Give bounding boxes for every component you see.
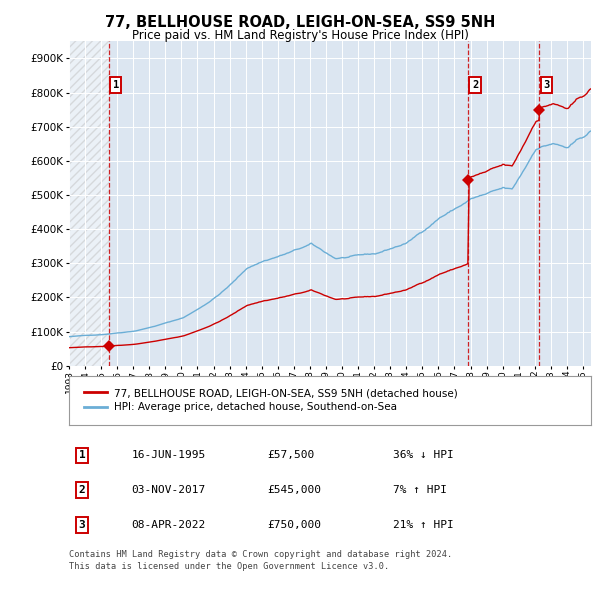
Text: 2: 2 (79, 485, 85, 495)
Text: £750,000: £750,000 (268, 520, 322, 530)
Bar (69, 41, 109, 366)
Text: 7% ↑ HPI: 7% ↑ HPI (392, 485, 446, 495)
Text: Price paid vs. HM Land Registry's House Price Index (HPI): Price paid vs. HM Land Registry's House … (131, 30, 469, 42)
Text: 3: 3 (543, 80, 550, 90)
Text: 16-JUN-1995: 16-JUN-1995 (131, 451, 206, 460)
Legend: 77, BELLHOUSE ROAD, LEIGH-ON-SEA, SS9 5NH (detached house), HPI: Average price, : 77, BELLHOUSE ROAD, LEIGH-ON-SEA, SS9 5N… (79, 384, 462, 417)
Text: 36% ↓ HPI: 36% ↓ HPI (392, 451, 454, 460)
Text: 08-APR-2022: 08-APR-2022 (131, 520, 206, 530)
Text: 21% ↑ HPI: 21% ↑ HPI (392, 520, 454, 530)
Text: 1: 1 (113, 80, 119, 90)
Text: 77, BELLHOUSE ROAD, LEIGH-ON-SEA, SS9 5NH: 77, BELLHOUSE ROAD, LEIGH-ON-SEA, SS9 5N… (105, 15, 495, 30)
Text: 3: 3 (79, 520, 85, 530)
Text: £545,000: £545,000 (268, 485, 322, 495)
Text: 1: 1 (79, 451, 85, 460)
Text: £57,500: £57,500 (268, 451, 314, 460)
Text: 03-NOV-2017: 03-NOV-2017 (131, 485, 206, 495)
Text: 2: 2 (472, 80, 478, 90)
Text: Contains HM Land Registry data © Crown copyright and database right 2024.
This d: Contains HM Land Registry data © Crown c… (69, 550, 452, 571)
